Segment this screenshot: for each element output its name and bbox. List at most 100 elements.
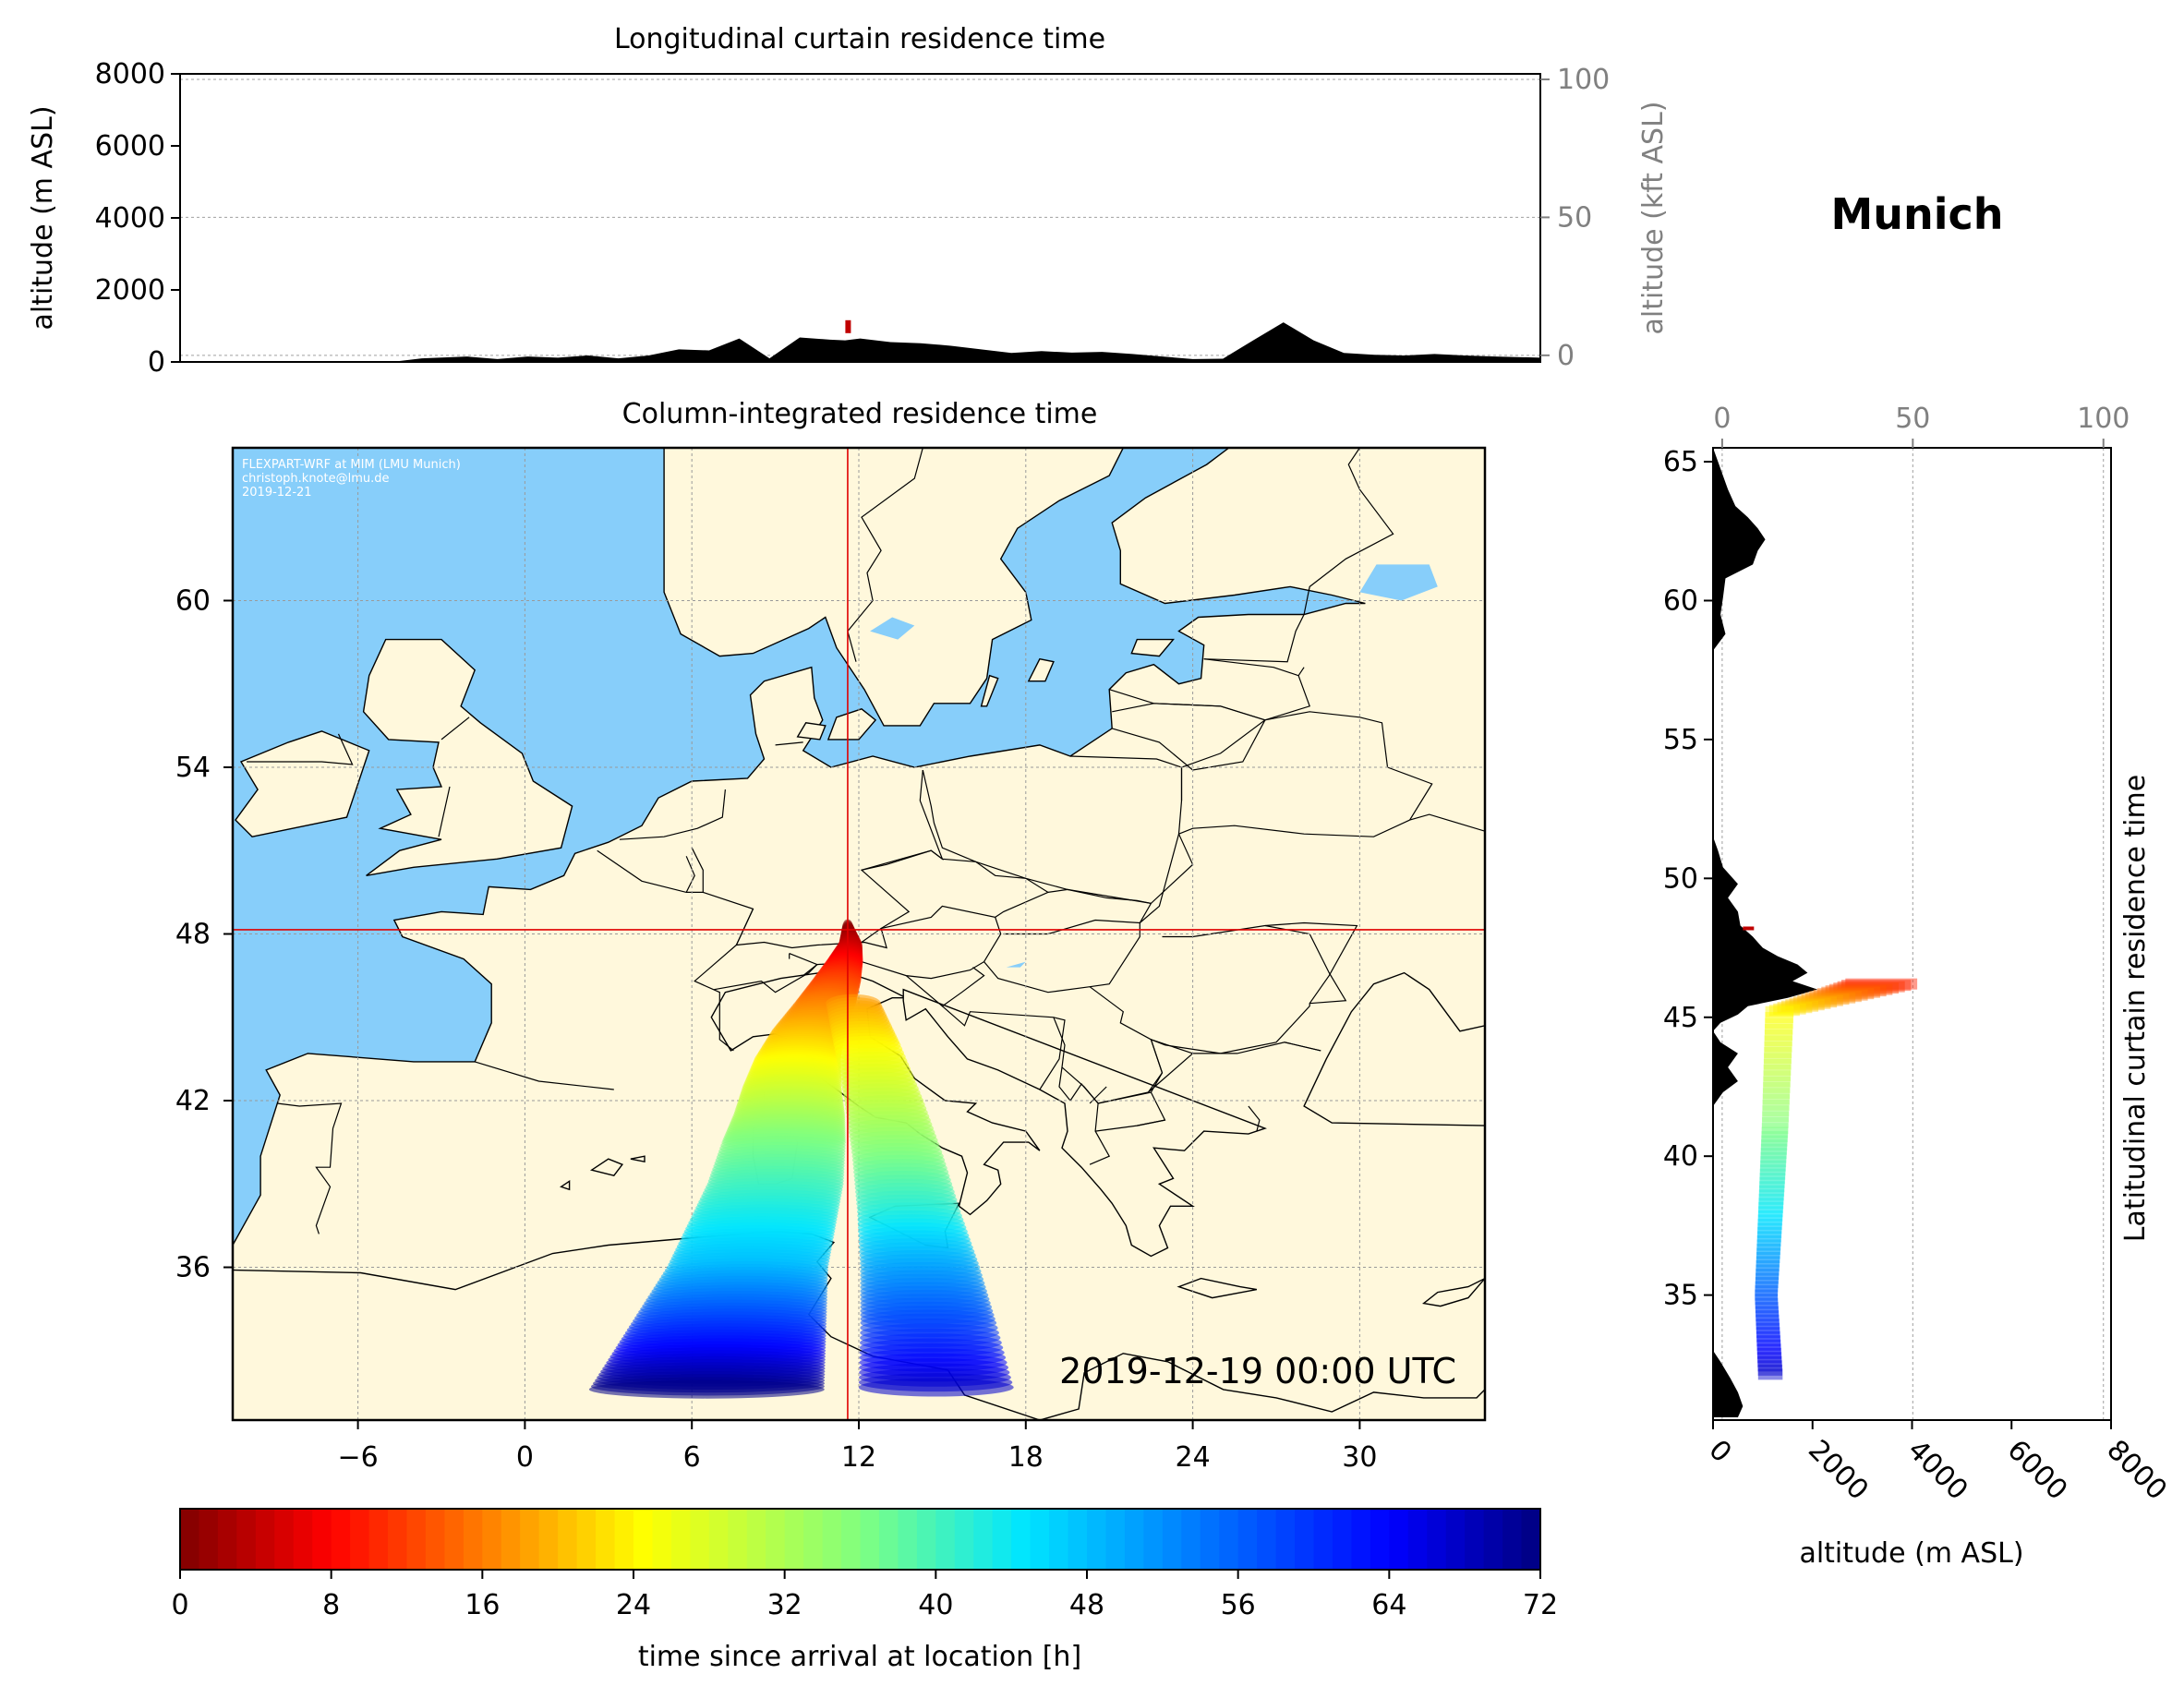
- colorbar-cell: [1030, 1509, 1050, 1570]
- border-line: [847, 448, 923, 662]
- border-line: [277, 1102, 343, 1234]
- colorbar-cell: [1502, 1509, 1523, 1570]
- colorbar-ticks: 0 8 16 24 32 40 48 56 64 72: [171, 1570, 1558, 1621]
- residence-segment: [1758, 1206, 1783, 1218]
- border-line: [1303, 448, 1394, 615]
- longitudinal-axes-frame: [179, 73, 1541, 363]
- release-crosshair: [233, 448, 1485, 1420]
- colorbar-cell: [1011, 1509, 1032, 1570]
- colorbar-cell: [520, 1509, 540, 1570]
- timestamp: 2019-12-19 00:00 UTC: [1059, 1351, 1456, 1391]
- residence-segment: [1756, 1310, 1780, 1322]
- residence-time-plume: [588, 919, 1014, 1399]
- residence-segment: [1759, 1176, 1785, 1188]
- top-tick-label: 50: [1895, 403, 1930, 435]
- land-crete: [1176, 1277, 1258, 1299]
- colorbar-cell: [898, 1509, 918, 1570]
- land-gb: [362, 638, 573, 876]
- x-tick-label: 0: [516, 1441, 534, 1474]
- border-line: [247, 733, 354, 765]
- residence-segment: [1757, 1352, 1782, 1364]
- residence-segment: [1837, 981, 1905, 993]
- colorbar-cell: [1313, 1509, 1333, 1570]
- border-line: [1148, 1053, 1193, 1093]
- latitudinal-ylabel: Latitudinal curtain residence time: [2119, 775, 2152, 1242]
- border-line: [475, 1061, 614, 1090]
- y-tick-label: 45: [1663, 1002, 1698, 1034]
- border-line: [1180, 711, 1433, 821]
- colorbar-cell: [746, 1509, 766, 1570]
- x-tick-label: 18: [1008, 1441, 1044, 1474]
- residence-segment: [1760, 1143, 1788, 1155]
- terrain-profile: [1713, 448, 1818, 1417]
- y-tick-label: 42: [175, 1085, 211, 1117]
- latitudinal-xlabel: altitude (m ASL): [1799, 1537, 2023, 1570]
- colorbar-cell: [501, 1509, 521, 1570]
- residence-segment: [1756, 1314, 1780, 1326]
- residence-segment: [1756, 1234, 1781, 1246]
- colorbar-tick-label: 64: [1371, 1589, 1406, 1621]
- y-tick-label: 50: [1663, 862, 1698, 895]
- right-tick-label: 50: [1557, 201, 1592, 234]
- colorbar-cell: [1483, 1509, 1503, 1570]
- x-tick-label: 6000: [2001, 1434, 2074, 1507]
- residence-segment: [1816, 988, 1875, 1000]
- residence-segment: [1840, 980, 1912, 992]
- colorbar-cell: [708, 1509, 729, 1570]
- colorbar-tick-label: 16: [465, 1589, 500, 1621]
- colorbar-cell: [1275, 1509, 1296, 1570]
- colorbar-cell: [766, 1509, 786, 1570]
- residence-segment: [1764, 1053, 1792, 1065]
- residence-segment: [1789, 997, 1831, 1009]
- colorbar-cell: [992, 1509, 1012, 1570]
- map-y-ticks: 36 42 48 54 60: [175, 584, 233, 1284]
- colorbar-cell: [803, 1509, 824, 1570]
- border-line: [440, 717, 470, 741]
- residence-segment: [1758, 1201, 1783, 1213]
- lake-ladoga: [1359, 564, 1438, 601]
- border-line: [775, 741, 803, 746]
- border-line: [1069, 1083, 1111, 1165]
- colorbar-cell: [1200, 1509, 1220, 1570]
- colorbar-cell: [1407, 1509, 1428, 1570]
- colorbar-cell: [860, 1509, 880, 1570]
- column-integrated-map-panel: Column-integrated residence time −6 0 6 12 1…: [175, 398, 1487, 1474]
- colorbar-cell: [784, 1509, 804, 1570]
- residence-segment: [1763, 1058, 1792, 1070]
- longitudinal-grid: [180, 78, 1540, 356]
- residence-segment: [1757, 1226, 1782, 1238]
- land-scandinavia: [663, 448, 1125, 727]
- residence-segment: [1763, 1064, 1792, 1076]
- top-tick-label: 100: [2077, 403, 2130, 435]
- land-mallorca: [589, 1158, 624, 1176]
- residence-segment: [1756, 1247, 1780, 1259]
- colorbar-cell: [444, 1509, 465, 1570]
- colorbar-cell: [1295, 1509, 1315, 1570]
- colorbar-cell: [1219, 1509, 1239, 1570]
- y-tick-label: 40: [1663, 1140, 1698, 1173]
- residence-segment: [1762, 1099, 1790, 1111]
- colorbar-cell: [236, 1509, 257, 1570]
- colorbar-cell: [973, 1509, 994, 1570]
- residence-segment: [1765, 1006, 1794, 1018]
- credit-line-1: FLEXPART-WRF at MIM (LMU Munich): [242, 458, 461, 472]
- x-tick-label: −6: [337, 1441, 378, 1474]
- colorbar-cell: [1521, 1509, 1541, 1570]
- residence-segment: [1759, 1164, 1786, 1176]
- residence-segment: [1759, 1168, 1786, 1180]
- colorbar-cell: [1162, 1509, 1182, 1570]
- colorbar-tick-label: 32: [767, 1589, 802, 1621]
- border-line: [1137, 1119, 1165, 1126]
- residence-segment: [1759, 1173, 1785, 1185]
- colorbar-cell: [463, 1509, 483, 1570]
- latitudinal-grid: [1721, 448, 2105, 1420]
- residence-segment: [1804, 992, 1856, 1004]
- residence-segment: [1756, 1343, 1781, 1355]
- residence-segment: [1758, 1189, 1784, 1201]
- residence-segment: [1777, 1002, 1813, 1014]
- y-tick-label: 4000: [95, 202, 165, 235]
- y-tick-label: 65: [1663, 446, 1698, 478]
- y-tick-label: 6000: [95, 130, 165, 163]
- x-tick-label: 24: [1176, 1441, 1211, 1474]
